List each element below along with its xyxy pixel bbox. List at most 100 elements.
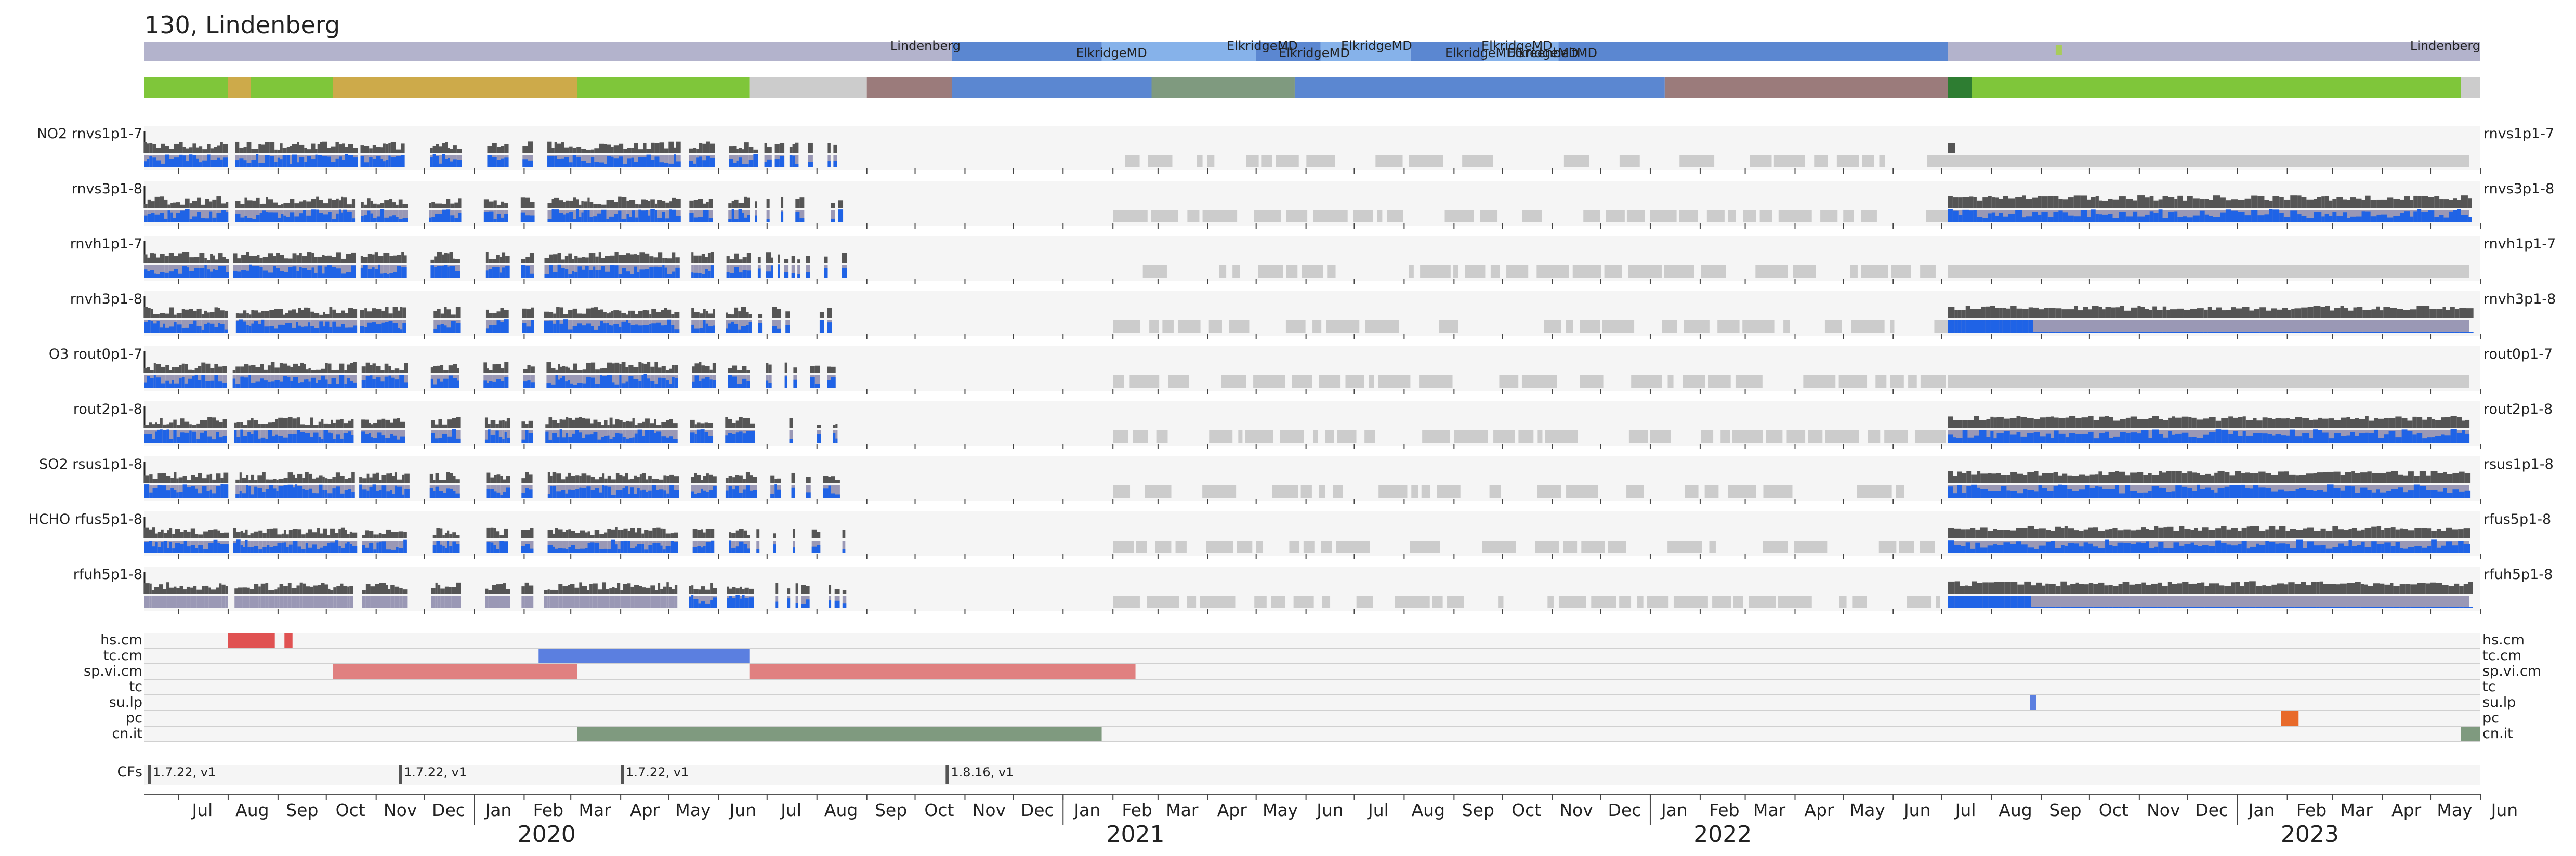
late-value-bar	[2188, 437, 2192, 443]
late-obs-bar	[2130, 472, 2137, 483]
value-bar	[340, 548, 345, 553]
obs-bar	[526, 309, 531, 318]
obs-bar	[771, 257, 773, 263]
gap-bar	[1875, 375, 1887, 388]
late-value-bar	[2064, 546, 2068, 553]
value-bar	[433, 328, 437, 333]
qc-bar	[739, 485, 743, 498]
qc-bar	[676, 155, 681, 167]
value-bar	[725, 435, 728, 443]
obs-bar	[710, 529, 715, 538]
late-obs-bar	[2256, 420, 2263, 428]
late-value-bar	[2020, 436, 2027, 443]
obs-bar	[634, 142, 638, 153]
obs-bar	[332, 257, 336, 263]
late-obs-bar	[2015, 197, 2022, 208]
obs-bar	[307, 252, 312, 263]
late-obs-bar	[2340, 306, 2344, 318]
value-bar	[634, 266, 637, 278]
late-obs-bar	[2416, 417, 2423, 428]
qc-bar	[455, 485, 460, 498]
value-bar	[184, 432, 190, 443]
value-bar	[638, 157, 643, 167]
late-obs-bar	[2288, 474, 2296, 483]
value-bar	[496, 492, 501, 498]
late-obs-bar	[2093, 527, 2098, 538]
value-bar	[641, 375, 644, 388]
late-obs-bar	[2048, 308, 2056, 318]
value-bar	[279, 381, 283, 388]
qc-bar	[568, 265, 572, 278]
late-value-bar	[2306, 490, 2314, 498]
gap-bar	[1679, 155, 1715, 167]
value-bar	[555, 548, 558, 553]
late-value-bar	[2112, 546, 2118, 553]
obs-bar	[710, 252, 714, 263]
obs-bar	[637, 528, 642, 538]
gap-bar	[1493, 430, 1515, 443]
value-bar	[746, 270, 751, 278]
late-value-bar	[2136, 542, 2141, 553]
value-bar	[287, 484, 293, 498]
qc-bar	[373, 541, 377, 553]
value-bar	[400, 329, 403, 333]
gap-bar	[1489, 485, 1501, 498]
late-obs-bar	[2419, 471, 2426, 483]
late-value-bar	[2163, 437, 2169, 443]
late-value-bar	[2217, 488, 2225, 498]
value-bar	[435, 486, 439, 498]
value-bar	[831, 377, 836, 388]
value-bar	[693, 272, 699, 278]
value-bar	[176, 492, 179, 498]
value-bar	[527, 380, 531, 388]
late-value-bar	[2288, 491, 2296, 498]
qc-bar	[626, 265, 630, 278]
qc-bar	[570, 375, 573, 388]
qc-bar	[301, 320, 304, 333]
obs-bar	[213, 529, 218, 538]
late-value-bar	[2390, 332, 2397, 333]
obs-bar	[381, 475, 387, 483]
late-value-bar	[2333, 488, 2341, 498]
value-bar	[210, 160, 214, 167]
obs-bar	[555, 369, 558, 373]
value-bar	[702, 160, 706, 167]
late-obs-bar	[2313, 473, 2317, 483]
value-bar	[207, 436, 213, 443]
obs-bar	[336, 369, 339, 373]
late-obs-bar	[2102, 309, 2106, 318]
value-bar	[397, 439, 400, 443]
late-value-bar	[2283, 217, 2291, 222]
late-obs-bar	[2395, 416, 2402, 428]
value-bar	[451, 321, 456, 333]
obs-bar	[253, 420, 258, 428]
gap-bar	[1113, 210, 1148, 222]
late-value-bar	[2143, 492, 2149, 498]
late-value-bar	[2072, 491, 2079, 498]
qc-bar	[298, 375, 300, 388]
late-obs-bar	[2371, 309, 2376, 318]
obs-bar	[521, 259, 526, 263]
value-bar	[485, 270, 489, 278]
obs-bar	[586, 475, 591, 483]
qc-bar	[387, 265, 390, 278]
value-bar	[376, 490, 379, 498]
gap-bar	[1482, 541, 1516, 553]
value-bar	[222, 436, 227, 443]
obs-bar	[642, 421, 646, 428]
obs-bar	[373, 534, 377, 538]
late-value-bar	[2228, 434, 2233, 443]
qc-bar	[562, 541, 567, 553]
obs-bar	[502, 420, 505, 428]
qc-bar	[630, 541, 635, 553]
late-obs-bar	[2163, 420, 2169, 428]
value-bar	[705, 492, 709, 498]
obs-bar	[457, 368, 459, 373]
obs-bar	[565, 200, 570, 208]
value-bar	[833, 161, 837, 167]
value-bar	[287, 434, 293, 443]
obs-bar	[568, 529, 571, 538]
obs-bar	[400, 307, 403, 318]
obs-bar	[492, 364, 496, 373]
value-bar	[569, 212, 573, 222]
